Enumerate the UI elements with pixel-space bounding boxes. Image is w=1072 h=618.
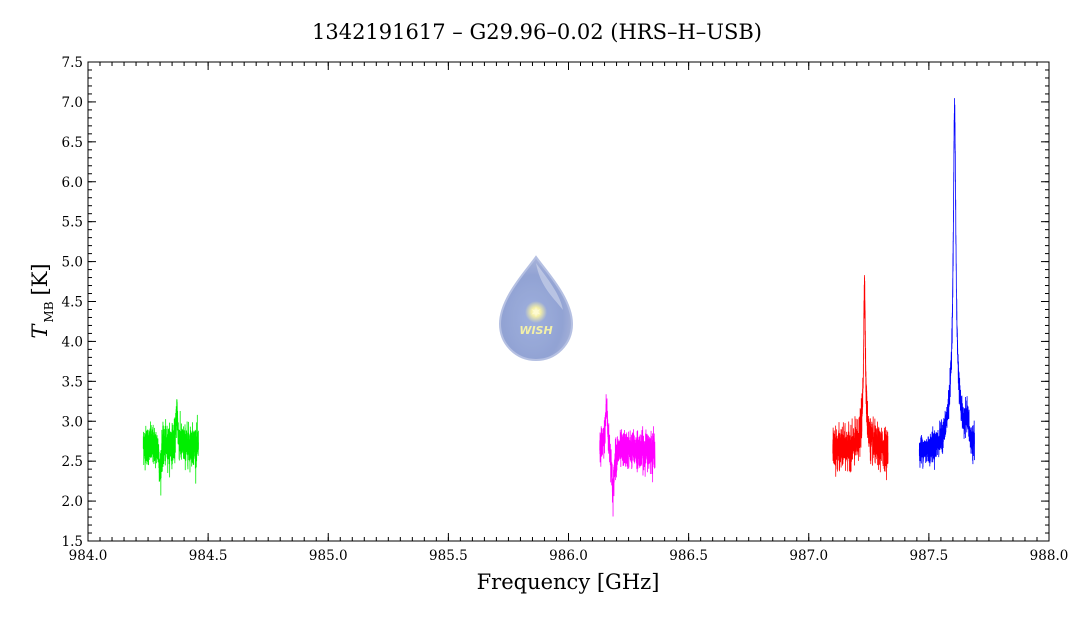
watermark-logo: ✶ WISH: [498, 255, 574, 362]
y-tick-label: 4.5: [62, 295, 83, 311]
series-layer: [142, 98, 975, 517]
x-tick-label: 985.5: [429, 548, 468, 564]
spectrum-series-1: [142, 399, 199, 496]
y-tick-label: 6.0: [62, 175, 83, 191]
star-icon: ✶: [530, 305, 542, 321]
y-tick-label: 7.0: [62, 95, 83, 111]
spectrum-series-2: [599, 394, 656, 517]
logo-text: WISH: [519, 324, 552, 337]
y-tick-label: 3.5: [62, 374, 83, 390]
y-axis-label-sub: MB: [42, 301, 56, 322]
y-tick-label: 5.5: [62, 215, 83, 231]
spectrum-series-4: [918, 98, 975, 470]
y-axis-label-main: T: [28, 323, 52, 339]
x-tick-label: 984.0: [69, 548, 108, 564]
x-tick-label: 984.5: [189, 548, 228, 564]
drop-highlight: [536, 263, 563, 310]
y-tick-label: 2.0: [62, 494, 83, 510]
x-tick-label: 986.5: [669, 548, 708, 564]
chart-title: 1342191617 – G29.96–0.02 (HRS–H–USB): [312, 20, 762, 44]
x-tick-label: 987.0: [789, 548, 828, 564]
x-tick-label: 987.5: [910, 548, 949, 564]
x-axis-label: Frequency [GHz]: [477, 570, 660, 594]
y-tick-label: 3.0: [62, 414, 83, 430]
plot-frame: [87, 61, 1050, 542]
y-tick-label: 4.0: [62, 334, 83, 350]
y-tick-label: 2.5: [62, 454, 83, 470]
y-tick-label: 7.5: [62, 55, 83, 71]
y-axis-label: TMB [K]: [28, 263, 56, 338]
x-tick-label: 986.0: [549, 548, 588, 564]
y-tick-label: 5.0: [62, 255, 83, 271]
y-tick-label: 1.5: [62, 534, 83, 550]
spectrum-series-3: [832, 275, 889, 481]
x-tick-label: 985.0: [309, 548, 348, 564]
tick-layer: 984.0 984.5 985.0 985.5 986.0 986.5 987.0 987.5…: [62, 55, 1069, 564]
star-glow: [525, 301, 547, 323]
y-tick-label: 6.5: [62, 135, 83, 151]
x-tick-label: 988.0: [1030, 548, 1069, 564]
y-axis-label-unit: [K]: [28, 263, 52, 295]
